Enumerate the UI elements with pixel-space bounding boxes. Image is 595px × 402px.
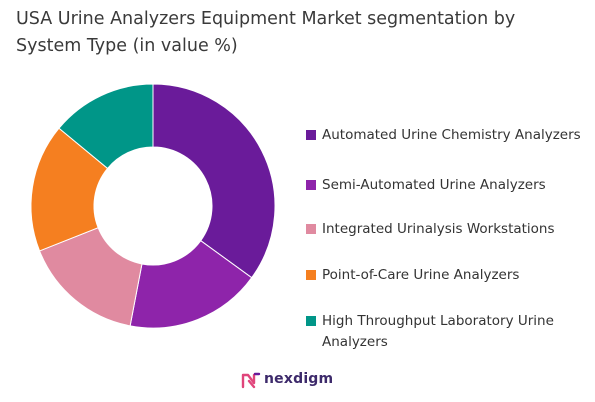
legend-label: Point-of-Care Urine Analyzers [322, 267, 520, 283]
legend-label: High Throughput Laboratory Urine Analyze… [322, 313, 554, 350]
legend-swatch [306, 316, 316, 326]
legend-label: Automated Urine Chemistry Analyzers [322, 127, 581, 143]
slice-point-of-care-urine-analyzers [30, 127, 109, 252]
nexdigm-logo-icon [241, 372, 261, 389]
legend-label: Semi-Automated Urine Analyzers [322, 177, 546, 193]
legend-label: Integrated Urinalysis Workstations [322, 221, 555, 237]
brand-name: nexdigm [264, 371, 334, 387]
slice-high-throughput-laboratory-urine-analyzers [58, 83, 154, 170]
legend-swatch [306, 270, 316, 280]
legend-swatch [306, 224, 316, 234]
slice-automated-urine-chemistry-analyzers [152, 83, 276, 279]
chart-title: USA Urine Analyzers Equipment Market seg… [16, 9, 516, 56]
legend-swatch [306, 130, 316, 140]
legend-swatch [306, 180, 316, 190]
donut-slices [30, 83, 276, 329]
